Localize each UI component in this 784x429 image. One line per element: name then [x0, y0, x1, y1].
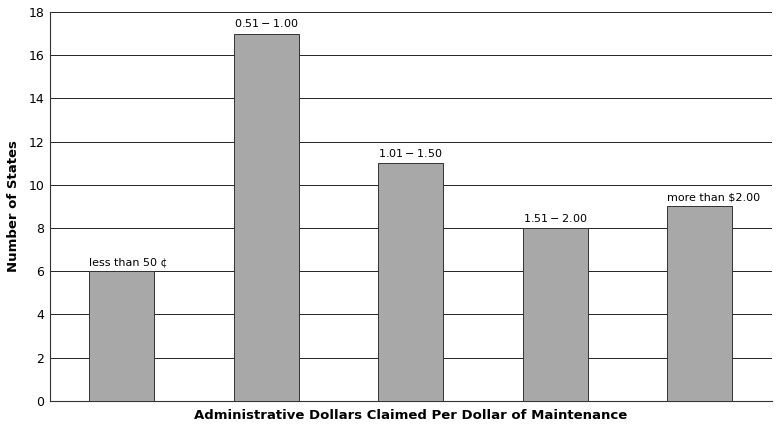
Text: more than $2.00: more than $2.00 — [667, 192, 760, 202]
Text: less than 50 ¢: less than 50 ¢ — [89, 257, 168, 267]
Y-axis label: Number of States: Number of States — [7, 140, 20, 272]
Text: $0.51-$1.00: $0.51-$1.00 — [234, 17, 299, 29]
Bar — [667, 206, 732, 401]
Bar — [379, 163, 444, 401]
Bar — [523, 228, 588, 401]
X-axis label: Administrative Dollars Claimed Per Dollar of Maintenance: Administrative Dollars Claimed Per Dolla… — [194, 409, 627, 422]
Text: $1.51-$2.00: $1.51-$2.00 — [523, 211, 587, 224]
Bar — [89, 271, 154, 401]
Text: $1.01-$1.50: $1.01-$1.50 — [379, 147, 443, 159]
Bar — [234, 33, 299, 401]
